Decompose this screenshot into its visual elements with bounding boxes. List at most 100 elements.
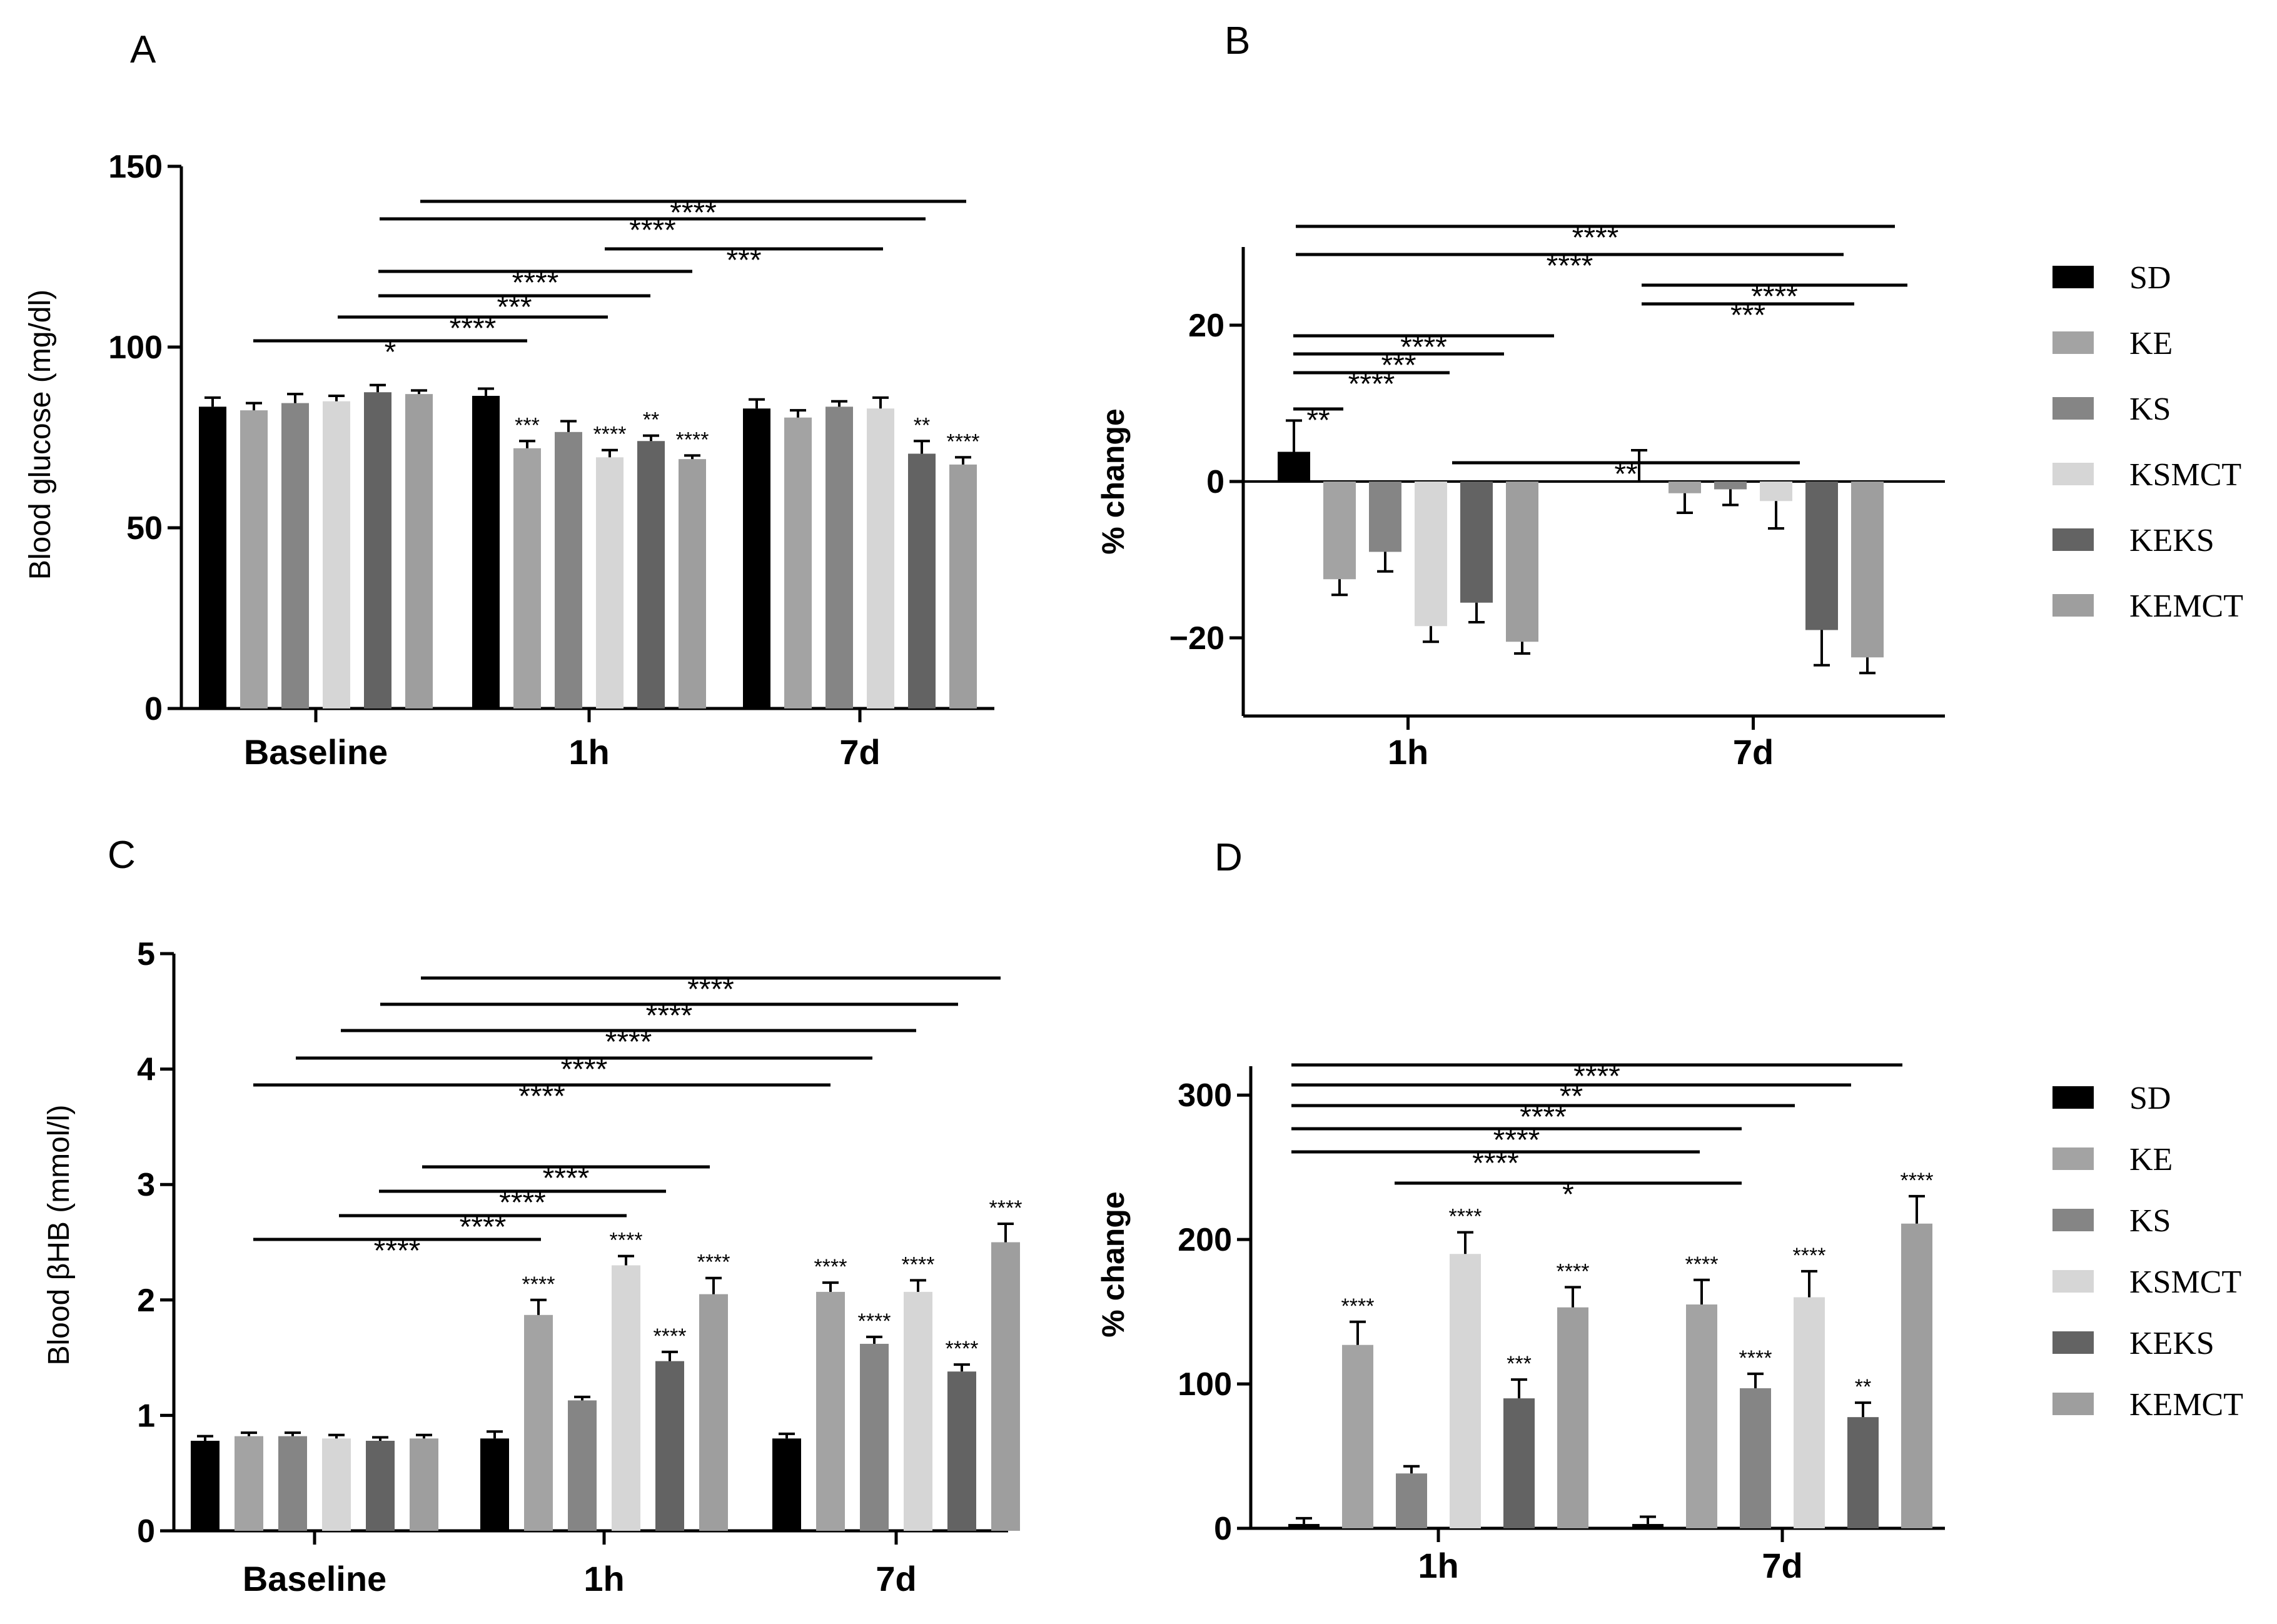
legend-bottom-label-ke: KE [2129, 1142, 2173, 1178]
c-bar-significance: **** [989, 1196, 1022, 1220]
a-bar-ks [281, 403, 309, 709]
a-bar-sd [199, 406, 226, 709]
a-bar-significance: **** [947, 430, 980, 453]
b-bar-keks [1805, 482, 1838, 630]
b-bar-sd [1623, 482, 1655, 483]
b-x-tick-label: 1h [1388, 732, 1428, 772]
c-bar-kemct [991, 1242, 1020, 1531]
c-bar-ksmct [612, 1265, 640, 1531]
a-bar-kemct [949, 464, 977, 709]
a-bar-ke [240, 410, 268, 709]
a-x-tick-label: 1h [568, 732, 609, 772]
d-x-tick-label: 1h [1418, 1546, 1458, 1585]
a-bar-ke [513, 448, 541, 709]
d-bar-sd [1288, 1524, 1320, 1528]
b-comparison-label: **** [1348, 368, 1395, 401]
b-bar-kemct [1851, 482, 1884, 658]
c-comparison-label: **** [499, 1186, 546, 1219]
panel-letter-c: C [108, 834, 136, 877]
b-comparison-label: **** [1400, 331, 1447, 364]
c-bar-sd [772, 1438, 801, 1531]
c-comparison-label: **** [374, 1234, 421, 1268]
b-comparison-label: *** [1730, 299, 1765, 332]
legend-bottom-label-ks: KS [2129, 1203, 2171, 1239]
a-comparison-label: * [385, 336, 396, 369]
a-bar-sd [472, 396, 500, 709]
c-bar-significance: **** [654, 1324, 687, 1348]
c-bar-keks [655, 1361, 684, 1531]
legend-top-swatch-kemct [2052, 594, 2094, 617]
a-bar-ksmct [867, 408, 894, 709]
b-comparison-label: **** [1751, 280, 1798, 313]
c-bar-keks [366, 1441, 395, 1531]
c-comparison-label: **** [561, 1053, 608, 1086]
legend-top-label-ks: KS [2129, 391, 2171, 427]
d-bar-significance: ** [1855, 1375, 1871, 1399]
d-x-tick-label: 7d [1762, 1546, 1802, 1585]
b-bar-ksmct [1415, 482, 1447, 627]
c-bar-keks [947, 1371, 976, 1531]
d-bar-ke [1686, 1304, 1717, 1528]
a-bar-kemct [679, 459, 706, 709]
c-x-tick-label: Baseline [243, 1559, 386, 1598]
panel-a-chart: 0 50 100 150 Blood glucose (mg/dl) Baseline 1h… [24, 149, 994, 772]
legend-bottom-label-keks: KEKS [2129, 1326, 2214, 1361]
legend-bottom-swatch-sd [2052, 1086, 2094, 1109]
d-bar-ksmct [1450, 1254, 1481, 1528]
c-x-tick-label: 7d [876, 1559, 916, 1598]
a-bar-keks [364, 392, 391, 709]
a-x-tick-label: Baseline [244, 732, 388, 772]
b-y-axis-label: % change [1096, 408, 1131, 554]
d-y-tick-label: 200 [1178, 1222, 1232, 1258]
legend-top-label-keks: KEKS [2129, 523, 2214, 558]
legend-bottom-swatch-ke [2052, 1147, 2094, 1170]
a-bar-keks [637, 441, 665, 709]
a-bar-significance: ** [643, 408, 659, 432]
b-y-tick-label: −20 [1169, 620, 1224, 657]
b-bar-ks [1714, 482, 1747, 490]
a-comparison-label: *** [726, 244, 761, 277]
c-bar-sd [480, 1438, 509, 1531]
b-comparison-label: ** [1614, 458, 1637, 491]
c-bar-ks [860, 1343, 889, 1531]
d-bar-ks [1740, 1388, 1771, 1528]
c-y-tick-label: 0 [137, 1513, 155, 1550]
a-y-tick-label: 150 [108, 149, 163, 185]
legend-bottom-swatch-keks [2052, 1331, 2094, 1354]
legend-top-swatch-ks [2052, 397, 2094, 420]
b-bar-ke [1323, 482, 1356, 580]
c-comparison-label: **** [518, 1080, 565, 1113]
a-y-axis-label: Blood glucose (mg/dl) [24, 290, 57, 580]
d-bar-significance: *** [1507, 1352, 1532, 1376]
legend-top-label-ksmct: KSMCT [2129, 457, 2241, 493]
a-comparison-label: *** [497, 291, 532, 324]
legend-bottom-label-sd: SD [2129, 1081, 2171, 1116]
panel-letter-b: B [1224, 19, 1250, 63]
a-comparison-label: **** [670, 196, 717, 229]
d-comparison-label: ** [1560, 1080, 1583, 1113]
legend-bottom-swatch-kemct [2052, 1393, 2094, 1415]
c-bar-kemct [699, 1294, 728, 1531]
c-x-tick-label: 1h [583, 1559, 624, 1598]
d-y-tick-label: 100 [1178, 1366, 1232, 1403]
a-bar-significance: **** [676, 428, 709, 451]
a-y-tick-label: 0 [144, 691, 163, 727]
d-bar-keks [1847, 1417, 1879, 1528]
a-bar-ks [555, 431, 582, 709]
c-comparison-label: **** [605, 1026, 652, 1059]
a-bar-ke [784, 417, 812, 709]
d-y-tick-label: 300 [1178, 1077, 1232, 1114]
c-bar-significance: **** [697, 1251, 730, 1274]
a-x-tick-label: 7d [839, 732, 880, 772]
d-y-axis-label: % change [1096, 1191, 1131, 1337]
a-bar-ksmct [323, 401, 350, 709]
d-bar-significance: **** [1557, 1259, 1590, 1283]
d-bar-significance: **** [1793, 1244, 1826, 1268]
c-bar-ke [235, 1436, 263, 1531]
c-y-tick-label: 2 [137, 1283, 155, 1319]
c-comparison-label: **** [646, 999, 693, 1032]
c-y-tick-label: 1 [137, 1398, 155, 1434]
